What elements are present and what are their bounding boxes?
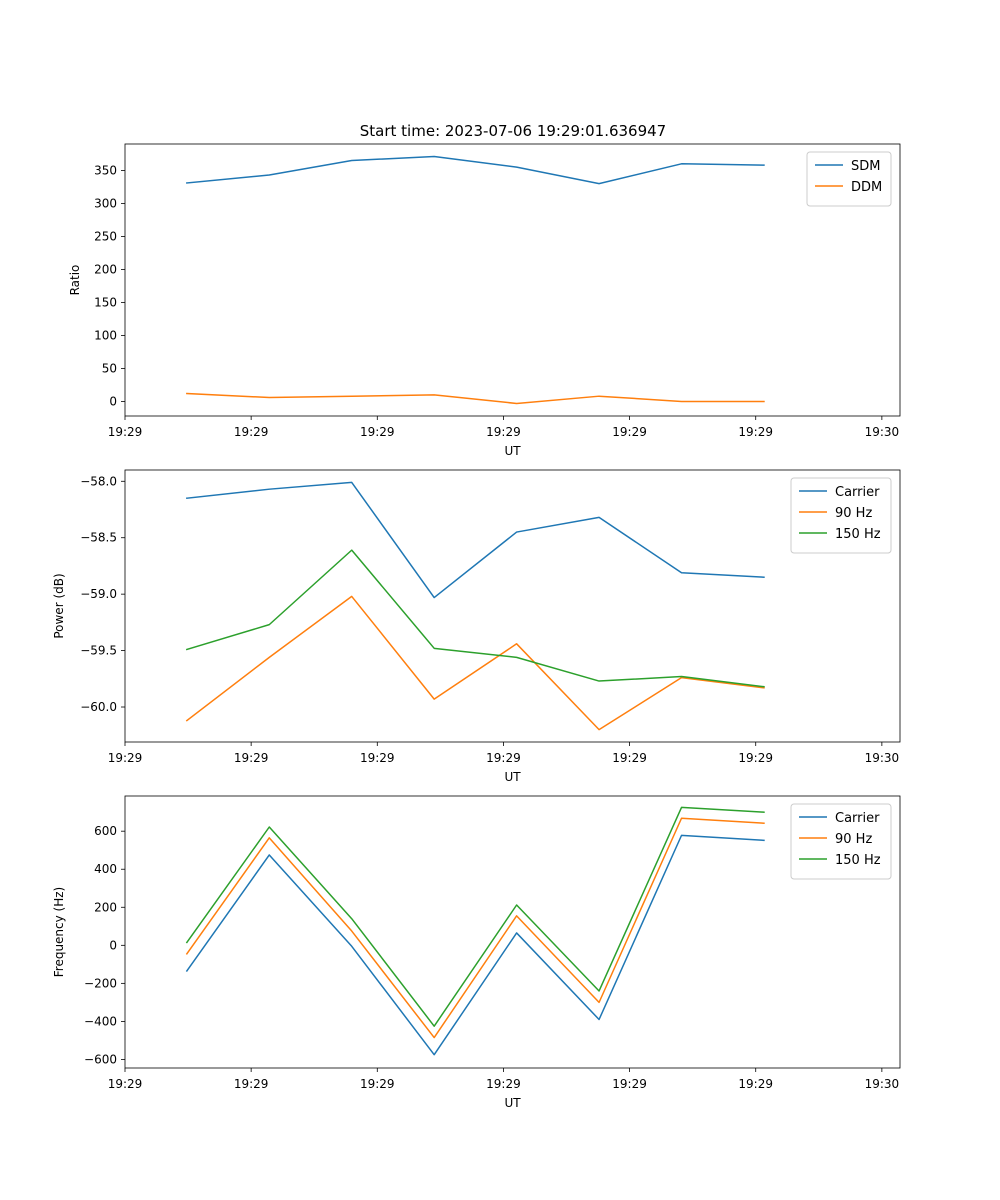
power-x-tick-label: 19:29 [738,751,773,765]
ratio-y-tick-label: 150 [94,295,117,309]
power-x-tick-label: 19:29 [486,751,521,765]
ratio-x-tick-label: 19:29 [360,425,395,439]
ratio-x-tick-label: 19:29 [738,425,773,439]
frequency-legend-label: Carrier [835,811,880,826]
ratio-y-tick-label: 50 [102,361,117,375]
frequency-y-tick-label: 0 [109,938,117,952]
ratio-x-axis-label: UT [504,444,521,458]
power-axes-frame [124,469,901,743]
frequency-legend-label: 150 Hz [835,853,881,868]
power-x-tick-label: 19:29 [234,751,269,765]
power-legend: Carrier 90 Hz 150 Hz [790,477,892,554]
power-chart-panel: 19:29 19:29 19:29 19:29 19:29 19:29 19:30 −60.0… [52,469,901,784]
ratio-x-tick-label: 19:29 [486,425,521,439]
frequency-axes-frame [124,795,901,1069]
power-x-axis-label: UT [504,770,521,784]
frequency-y-tick-label: −200 [84,976,117,990]
power-legend-label: 150 Hz [835,527,881,542]
ratio-series-line-ddm [186,392,765,405]
frequency-y-tick-label: −400 [84,1014,117,1028]
frequency-legend-label: 90 Hz [835,832,872,847]
power-y-tick-label: −58.0 [80,474,117,488]
ratio-x-tick-label: 19:29 [234,425,269,439]
frequency-series-line-150-hz [185,806,765,1027]
frequency-x-tick-label: 19:29 [612,1077,647,1091]
ratio-y-tick-label: 100 [94,328,117,342]
frequency-series-line-90-hz [185,817,765,1039]
ratio-x-tick-label: 19:30 [865,425,900,439]
figure-title: Start time: 2023-07-06 19:29:01.636947 [360,122,666,140]
frequency-y-tick-label: 200 [94,900,117,914]
power-series-line-150-hz [185,549,765,688]
frequency-y-axis-label: Frequency (Hz) [52,887,66,978]
ratio-x-tick-label: 19:29 [108,425,143,439]
ratio-legend-label: SDM [851,159,880,174]
power-y-tick-label: −58.5 [80,531,117,545]
ratio-y-tick-label: 200 [94,262,117,276]
ratio-y-tick-label: 350 [94,163,117,177]
ratio-y-tick-label: 300 [94,196,117,210]
ratio-series-line-sdm [186,155,765,185]
frequency-y-tick-label: 400 [94,862,117,876]
ratio-y-axis-label: Ratio [68,265,82,296]
power-legend-label: Carrier [835,485,880,500]
ratio-legend: SDM DDM [806,151,892,207]
power-y-tick-label: −59.5 [80,644,117,658]
power-y-axis-label: Power (dB) [52,573,66,638]
frequency-x-tick-label: 19:29 [108,1077,143,1091]
ratio-y-tick-label: 0 [109,394,117,408]
power-x-tick-label: 19:29 [360,751,395,765]
frequency-x-tick-label: 19:29 [234,1077,269,1091]
power-series-line-90-hz [185,595,765,731]
frequency-x-tick-label: 19:29 [360,1077,395,1091]
power-y-tick-label: −60.0 [80,700,117,714]
frequency-chart-panel: 19:29 19:29 19:29 19:29 19:29 19:29 19:30 −600 −… [52,795,901,1110]
frequency-x-axis-label: UT [504,1096,521,1110]
frequency-series-line-carrier [185,834,765,1056]
ratio-legend-label: DDM [851,180,882,195]
power-x-tick-label: 19:29 [108,751,143,765]
frequency-legend: Carrier 90 Hz 150 Hz [790,803,892,880]
frequency-x-tick-label: 19:29 [738,1077,773,1091]
ratio-x-tick-label: 19:29 [612,425,647,439]
power-legend-box [790,477,892,554]
ratio-y-tick-label: 250 [94,229,117,243]
ratio-axes-frame [124,143,901,417]
power-x-tick-label: 19:30 [865,751,900,765]
power-x-tick-label: 19:29 [612,751,647,765]
power-legend-label: 90 Hz [835,506,872,521]
frequency-legend-box [790,803,892,880]
ratio-chart-panel: 19:29 19:29 19:29 19:29 19:29 19:29 19:30 0 50 10… [68,143,901,458]
power-y-tick-label: −59.0 [80,587,117,601]
frequency-x-tick-label: 19:30 [865,1077,900,1091]
frequency-y-tick-label: −600 [84,1052,117,1066]
power-series-line-carrier [186,481,765,599]
frequency-y-tick-label: 600 [94,824,117,838]
frequency-x-tick-label: 19:29 [486,1077,521,1091]
